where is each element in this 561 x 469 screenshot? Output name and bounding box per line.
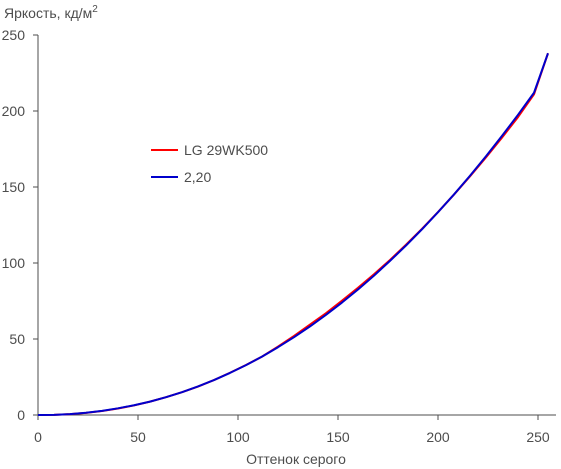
x-tick-label: 150 — [326, 429, 350, 445]
series-line-lg-29wk500 — [37, 52, 549, 416]
y-ticks: 0 50 100 150 200 250 — [2, 27, 38, 423]
legend-label-lg-29wk500: LG 29WK500 — [184, 142, 268, 158]
x-axis-title: Оттенок серого — [246, 451, 346, 467]
legend: LG 29WK500 2,20 — [151, 142, 268, 185]
y-tick-label: 150 — [2, 179, 26, 195]
y-tick-label: 50 — [9, 331, 25, 347]
y-axis-title: Яркость, кд/м2 — [4, 4, 98, 21]
y-tick-label: 0 — [17, 407, 25, 423]
x-tick-label: 100 — [226, 429, 250, 445]
series-line-gamma-2-20 — [37, 52, 549, 416]
series-group — [37, 52, 549, 416]
x-tick-label: 50 — [130, 429, 146, 445]
x-tick-label: 200 — [426, 429, 450, 445]
x-ticks: 0 50 100 150 200 250 — [34, 415, 550, 445]
y-tick-label: 200 — [2, 103, 26, 119]
y-axis-title-superscript: 2 — [92, 4, 98, 15]
y-axis-title-main: Яркость, кд/м — [4, 5, 92, 21]
y-tick-label: 100 — [2, 255, 26, 271]
x-tick-label: 0 — [34, 429, 42, 445]
y-tick-label: 250 — [2, 27, 26, 43]
legend-label-gamma-2-20: 2,20 — [184, 169, 211, 185]
x-tick-label: 250 — [526, 429, 550, 445]
